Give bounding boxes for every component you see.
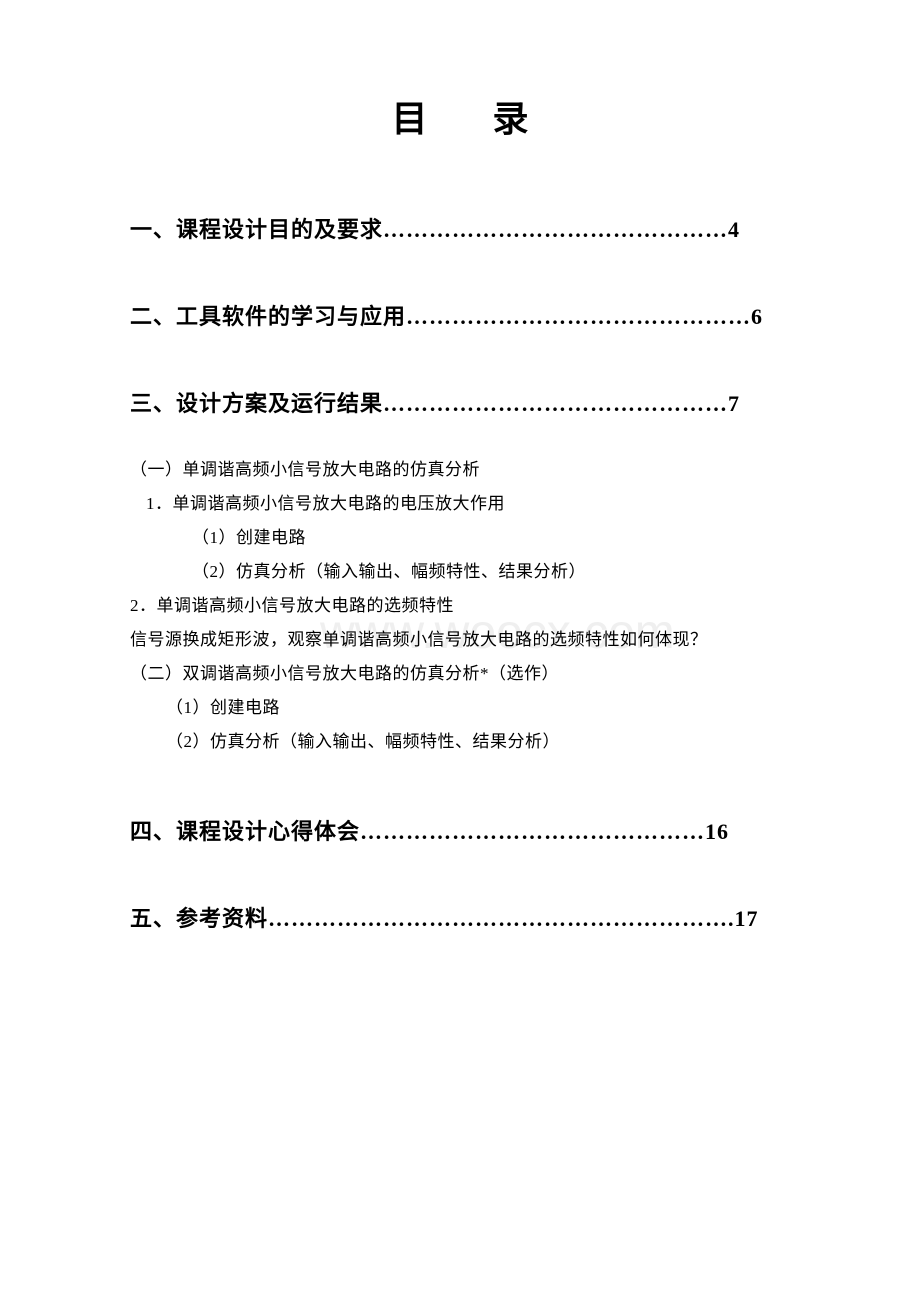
- page-title: 目 录: [130, 90, 790, 142]
- sub-item-paren-4: （2）仿真分析（输入输出、幅频特性、结果分析）: [130, 725, 790, 759]
- sub-item-paren-3: （1）创建电路: [130, 691, 790, 725]
- sub-section-3: （一）单调谐高频小信号放大电路的仿真分析 1．单调谐高频小信号放大电路的电压放大…: [130, 453, 790, 759]
- toc-item-2: 二、工具软件的学习与应用………………………………………6: [130, 299, 790, 331]
- toc-item-4: 四、课程设计心得体会………………………………………16: [130, 814, 790, 846]
- toc-item-1: 一、课程设计目的及要求………………………………………4: [130, 212, 790, 244]
- sub-item-numbered-1: 1．单调谐高频小信号放大电路的电压放大作用: [130, 487, 790, 521]
- sub-item-paren-1: （1）创建电路: [130, 521, 790, 555]
- sub-item-heading-1: （一）单调谐高频小信号放大电路的仿真分析: [130, 453, 790, 487]
- sub-item-paren-2: （2）仿真分析（输入输出、幅频特性、结果分析）: [130, 555, 790, 589]
- sub-item-text-1: 信号源换成矩形波，观察单调谐高频小信号放大电路的选频特性如何体现？: [130, 623, 790, 657]
- toc-item-5: 五、参考资料…………………………………………………….17: [130, 901, 790, 933]
- toc-item-3: 三、设计方案及运行结果………………………………………7: [130, 386, 790, 418]
- sub-item-numbered-2: 2．单调谐高频小信号放大电路的选频特性: [130, 589, 790, 623]
- sub-item-heading-2: （二）双调谐高频小信号放大电路的仿真分析*（选作）: [130, 657, 790, 691]
